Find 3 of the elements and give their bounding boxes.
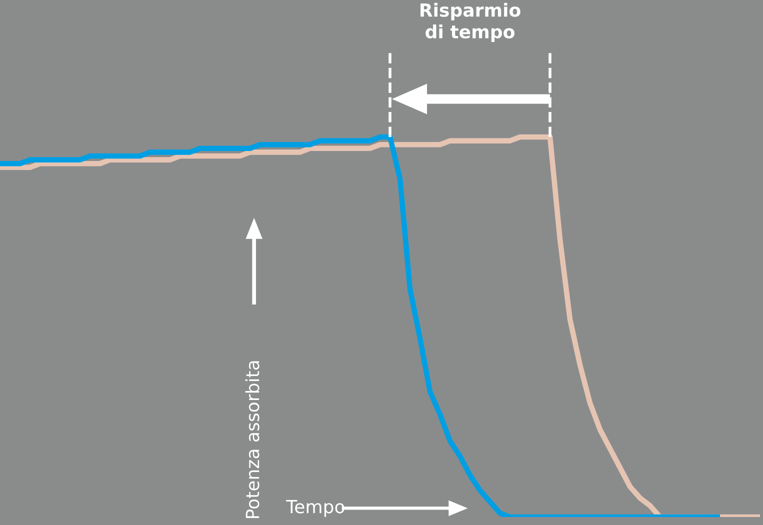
x-axis-title: Tempo bbox=[286, 500, 344, 517]
text: Risparmio di tempo bbox=[420, 2, 520, 42]
y-axis-title: Potenza assorbita bbox=[245, 361, 260, 518]
